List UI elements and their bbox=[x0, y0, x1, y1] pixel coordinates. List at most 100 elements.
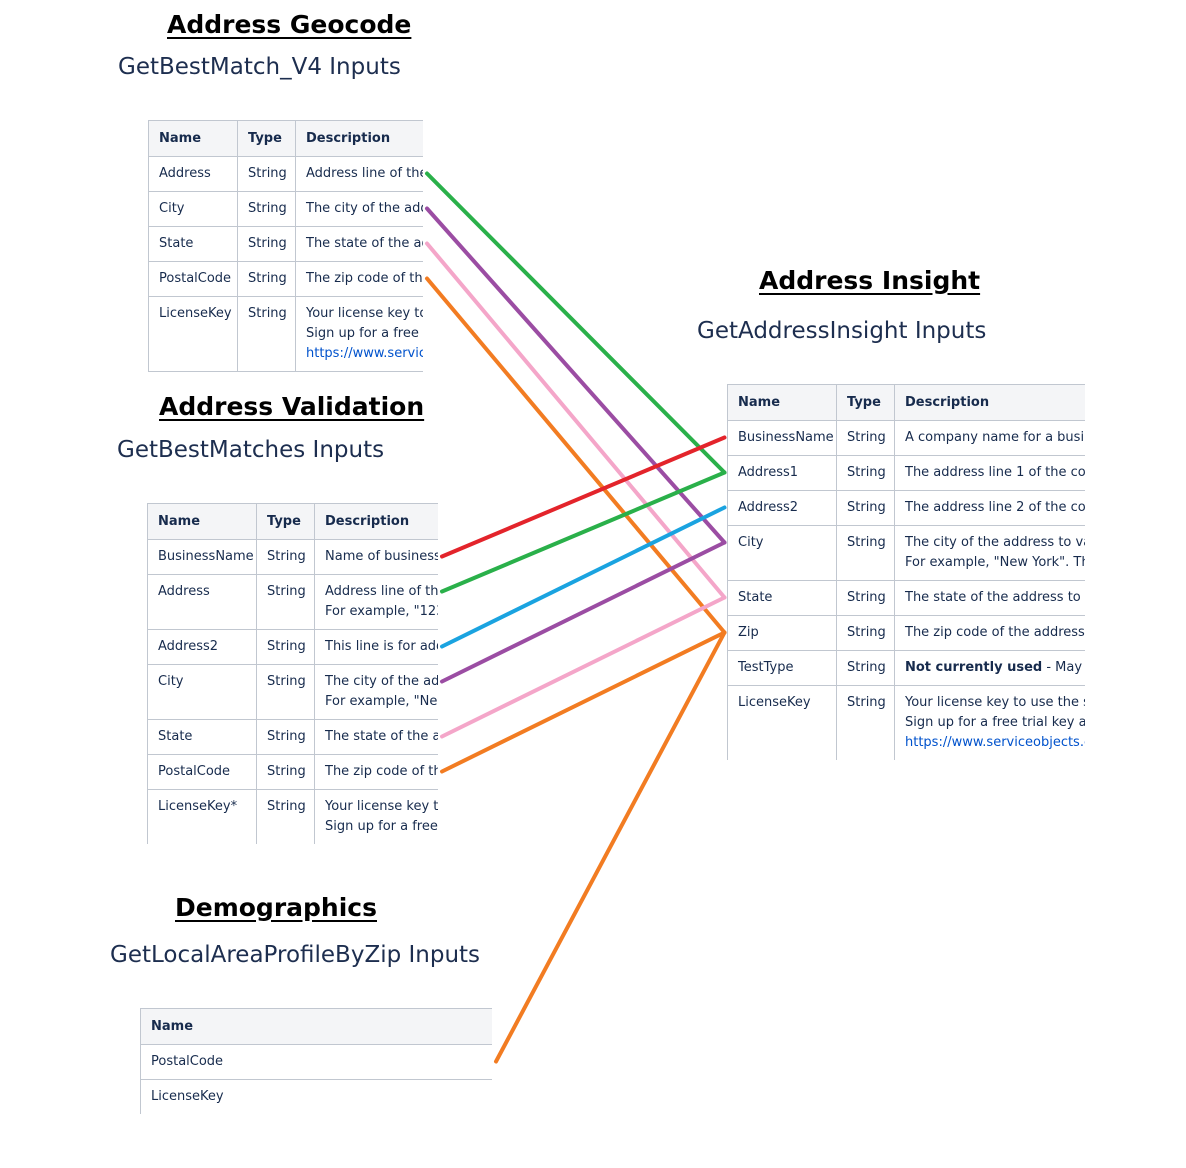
param-type: String bbox=[836, 685, 895, 760]
param-type: String bbox=[256, 574, 315, 630]
connector-validation-postalcode-to-insight-zip bbox=[440, 630, 727, 774]
connector-validation-businessname-to-insight-businessname bbox=[440, 435, 727, 559]
connector-validation-city-to-insight-city bbox=[440, 540, 727, 684]
demographics-title: Demographics bbox=[175, 893, 377, 922]
validation-table: Name Type Description BusinessName Strin… bbox=[147, 503, 438, 844]
connector-demographics-postalcode-to-insight-zip bbox=[494, 630, 727, 1064]
param-description: The zip code of the bbox=[295, 261, 423, 297]
table-row: Address2 String This line is for addr bbox=[147, 629, 438, 665]
table-row: State String The state of the ad bbox=[148, 226, 423, 262]
column-header-name: Name bbox=[727, 384, 837, 421]
param-name: Address2 bbox=[147, 629, 257, 665]
connector-geocode-postalcode-to-insight-zip bbox=[425, 276, 727, 635]
param-name: LicenseKey bbox=[140, 1079, 492, 1114]
param-description: Name of business bbox=[314, 539, 438, 575]
param-description: The city of the address to vali For exam… bbox=[894, 525, 1085, 581]
param-description: Your license key to use the se Sign up f… bbox=[894, 685, 1085, 760]
param-name: Zip bbox=[727, 615, 837, 651]
column-header-name: Name bbox=[147, 503, 257, 540]
table-row: Address String Address line of the bbox=[148, 156, 423, 192]
table-row: LicenseKey String Your license key to us… bbox=[727, 685, 1085, 760]
table-row: LicenseKey String Your license key to Si… bbox=[148, 296, 423, 372]
column-header-name: Name bbox=[140, 1008, 492, 1045]
param-description: The state of the ad bbox=[295, 226, 423, 262]
param-type: String bbox=[237, 191, 296, 227]
param-name: LicenseKey bbox=[148, 296, 238, 372]
column-header-type: Type bbox=[256, 503, 315, 540]
param-name: Address1 bbox=[727, 455, 837, 491]
insight-subtitle: GetAddressInsight Inputs bbox=[697, 318, 987, 344]
param-name: TestType bbox=[727, 650, 837, 686]
connector-validation-address-to-insight-address1 bbox=[440, 470, 727, 594]
column-header-type: Type bbox=[237, 120, 296, 157]
param-description: Your license key to Sign up for a free t… bbox=[295, 296, 423, 372]
param-type: String bbox=[237, 226, 296, 262]
column-header-description: Description bbox=[894, 384, 1085, 421]
geocode-title: Address Geocode bbox=[167, 10, 412, 39]
table-row: City String The city of the address to v… bbox=[727, 525, 1085, 581]
param-name: State bbox=[148, 226, 238, 262]
param-description: Address line of the bbox=[295, 156, 423, 192]
table-header-row: Name bbox=[140, 1008, 492, 1045]
column-header-name: Name bbox=[148, 120, 238, 157]
param-type: String bbox=[256, 629, 315, 665]
table-header-row: Name Type Description bbox=[727, 384, 1085, 421]
table-row: PostalCode String The zip code of the bbox=[148, 261, 423, 297]
table-row: City String The city of the addr bbox=[148, 191, 423, 227]
table-row: BusinessName String A company name for a… bbox=[727, 420, 1085, 456]
param-type: String bbox=[256, 789, 315, 844]
param-type: String bbox=[836, 525, 895, 581]
param-type: String bbox=[237, 156, 296, 192]
validation-subtitle: GetBestMatches Inputs bbox=[117, 437, 385, 463]
param-name: PostalCode bbox=[147, 754, 257, 790]
insight-title: Address Insight bbox=[759, 266, 981, 295]
param-description: Address line of the For example, "123 bbox=[314, 574, 438, 630]
table-row: Address String Address line of the For e… bbox=[147, 574, 438, 630]
table-row: PostalCode String The zip code of the bbox=[147, 754, 438, 790]
param-name: Address bbox=[147, 574, 257, 630]
validation-title: Address Validation bbox=[159, 392, 425, 421]
license-signup-link[interactable]: https://www.service bbox=[306, 346, 423, 361]
param-description: The zip code of the bbox=[314, 754, 438, 790]
param-type: String bbox=[836, 580, 895, 616]
param-type: String bbox=[836, 490, 895, 526]
table-row: City String The city of the add For exam… bbox=[147, 664, 438, 720]
param-type: String bbox=[836, 615, 895, 651]
table-row: TestType String Not currently used - May… bbox=[727, 650, 1085, 686]
param-description: The city of the addr bbox=[295, 191, 423, 227]
table-row: Address2 String The address line 2 of th… bbox=[727, 490, 1085, 526]
param-name: BusinessName bbox=[727, 420, 837, 456]
connector-validation-address2-to-insight-address2 bbox=[440, 505, 727, 649]
table-header-row: Name Type Description bbox=[147, 503, 438, 540]
param-type: String bbox=[256, 664, 315, 720]
connector-geocode-city-to-insight-city bbox=[425, 206, 727, 545]
column-header-description: Description bbox=[314, 503, 438, 540]
param-name: Address2 bbox=[727, 490, 837, 526]
license-signup-link[interactable]: https://www.serviceobjects.co bbox=[905, 735, 1085, 750]
table-row: Address1 String The address line 1 of th… bbox=[727, 455, 1085, 491]
param-name: City bbox=[148, 191, 238, 227]
param-name: LicenseKey bbox=[727, 685, 837, 760]
demographics-table: Name PostalCode LicenseKey bbox=[140, 1008, 492, 1114]
param-type: String bbox=[237, 296, 296, 372]
param-type: String bbox=[836, 650, 895, 686]
param-name: PostalCode bbox=[140, 1044, 492, 1080]
param-type: String bbox=[256, 754, 315, 790]
table-row: LicenseKey* String Your license key to S… bbox=[147, 789, 438, 844]
param-name: City bbox=[727, 525, 837, 581]
table-header-row: Name Type Description bbox=[148, 120, 423, 157]
param-description: The state of the address to va bbox=[894, 580, 1085, 616]
param-description: The zip code of the address to bbox=[894, 615, 1085, 651]
column-header-description: Description bbox=[295, 120, 423, 157]
table-row: LicenseKey bbox=[140, 1079, 492, 1114]
param-type: String bbox=[237, 261, 296, 297]
param-type: String bbox=[256, 539, 315, 575]
table-row: State String The state of the address to… bbox=[727, 580, 1085, 616]
connector-geocode-address-to-insight-address1 bbox=[425, 171, 727, 475]
param-type: String bbox=[256, 719, 315, 755]
table-row: State String The state of the ac bbox=[147, 719, 438, 755]
param-description: Not currently used - May al bbox=[894, 650, 1085, 686]
param-description: The address line 1 of the cont bbox=[894, 455, 1085, 491]
connector-geocode-state-to-insight-state bbox=[425, 241, 727, 600]
geocode-table: Name Type Description Address String Add… bbox=[148, 120, 423, 372]
